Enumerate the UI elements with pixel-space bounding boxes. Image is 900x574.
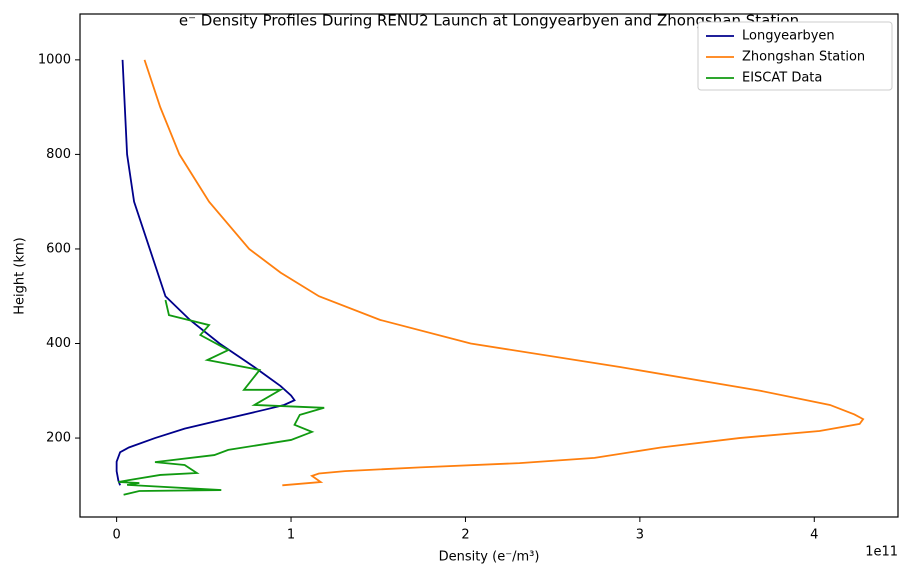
chart-title: e⁻ Density Profiles During RENU2 Launch … (179, 12, 799, 30)
x-tick-label: 3 (636, 528, 644, 543)
plot-frame (79, 13, 899, 518)
line-series (143, 59, 865, 487)
legend-box (697, 21, 893, 91)
y-tick-label: 600 (46, 241, 71, 256)
y-tick-label: 1000 (38, 52, 71, 67)
x-tick-label: 4 (810, 528, 818, 543)
y-tick-label: 800 (46, 147, 71, 162)
y-axis-label: Height (km) (13, 237, 28, 314)
line-series (118, 299, 325, 496)
x-axis-label: Density (e⁻/m³) (439, 550, 540, 565)
x-offset-label: 1e11 (865, 545, 898, 560)
y-tick-label: 200 (46, 431, 71, 446)
legend-label: Longyearbyen (742, 29, 835, 44)
y-tick-label: 400 (46, 336, 71, 351)
legend-label: Zhongshan Station (742, 50, 865, 65)
x-tick-label: 2 (461, 528, 469, 543)
x-tick-label: 1 (287, 528, 295, 543)
legend-label: EISCAT Data (742, 71, 822, 86)
line-series (115, 59, 296, 486)
x-tick-label: 0 (112, 528, 120, 543)
